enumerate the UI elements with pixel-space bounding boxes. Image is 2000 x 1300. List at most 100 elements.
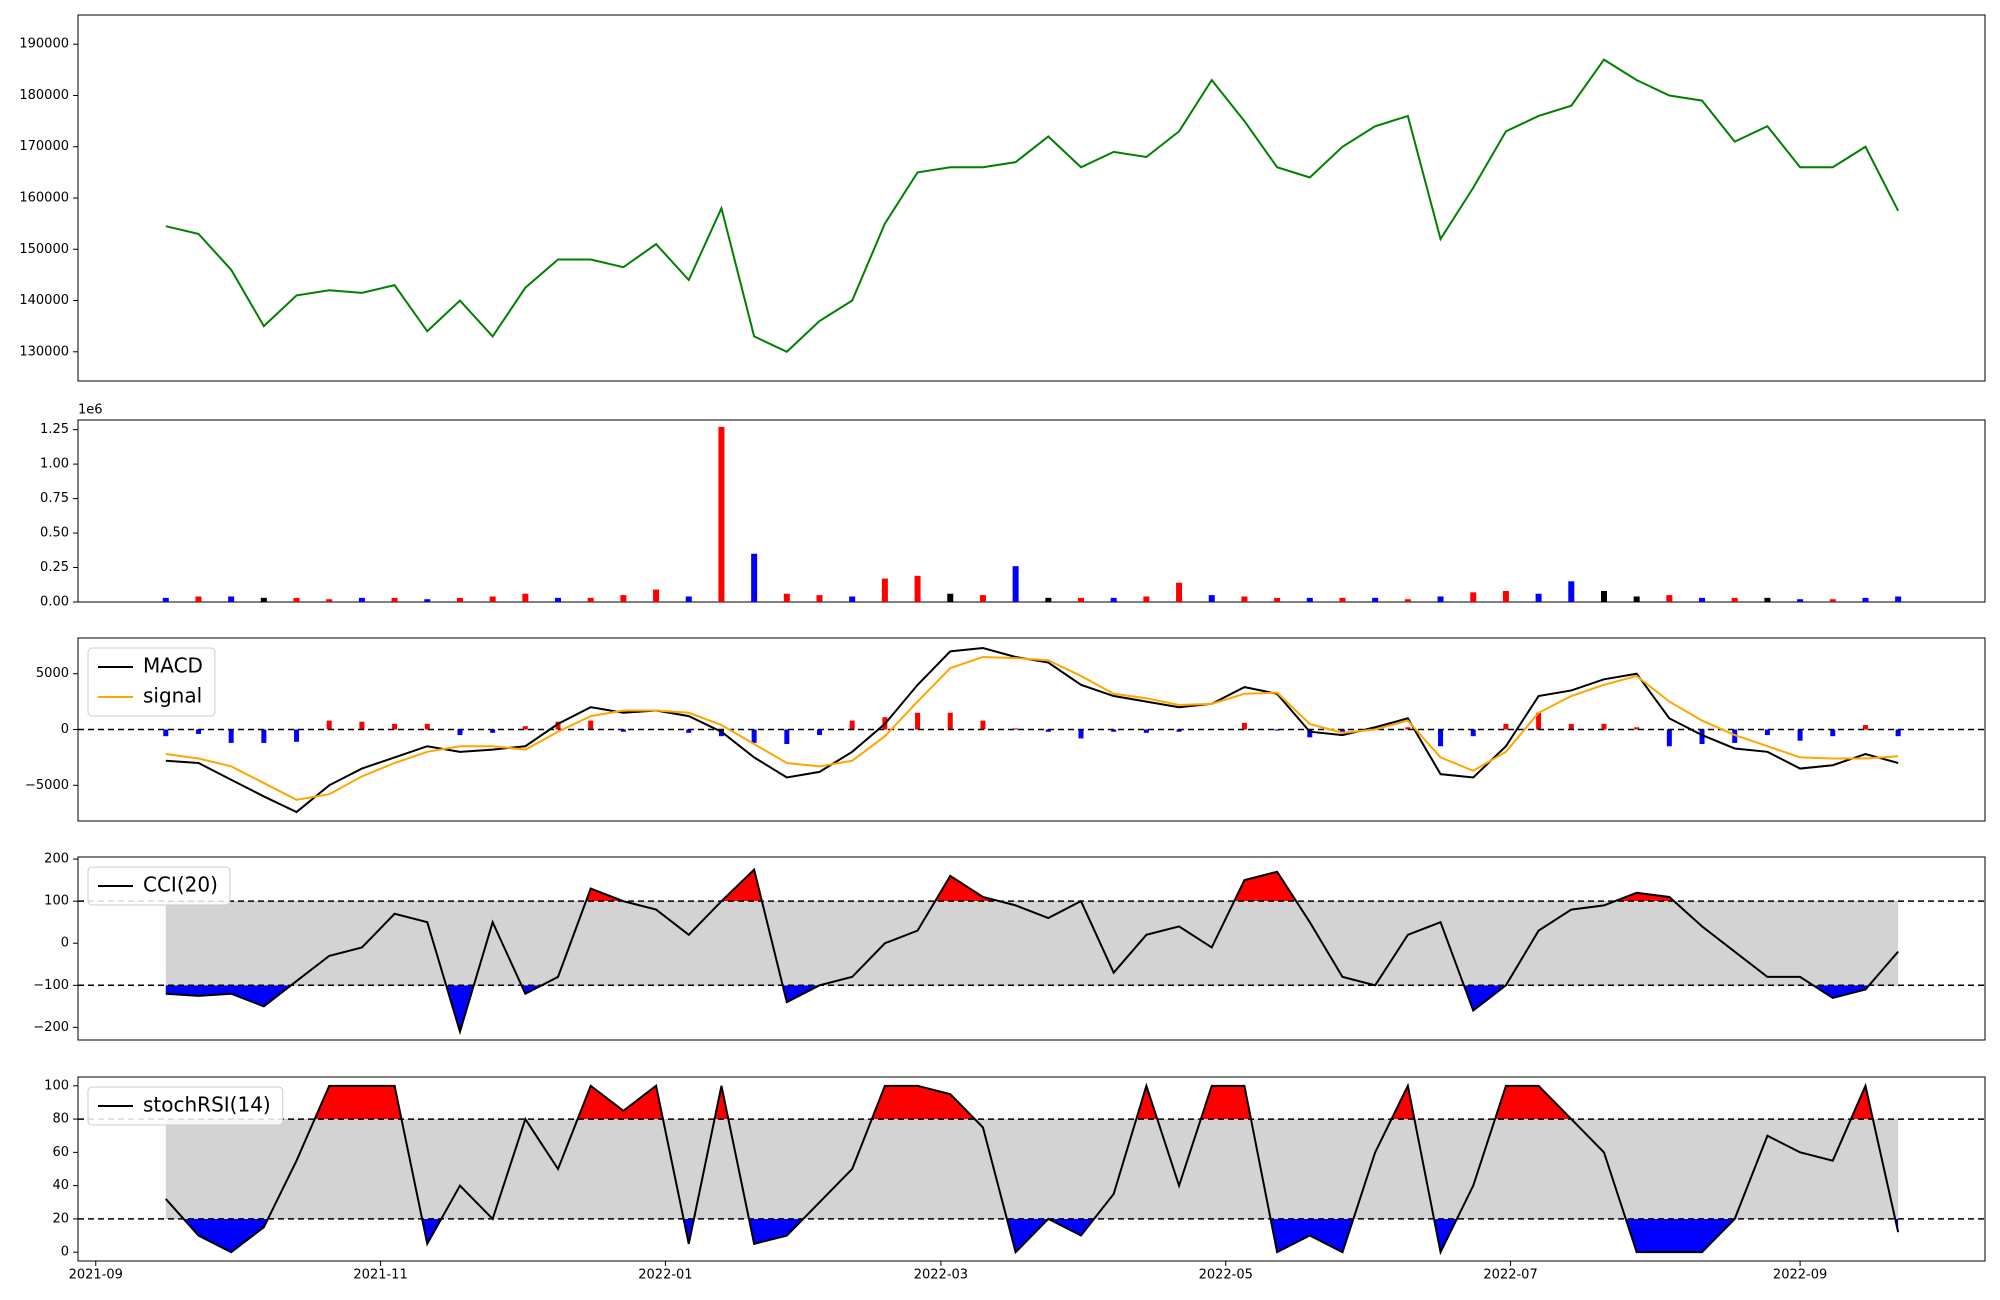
volume-bar <box>1666 595 1673 602</box>
volume-bar <box>1764 597 1771 602</box>
axis-offset-label: 1e6 <box>78 403 103 418</box>
volume-bar <box>783 593 790 602</box>
histogram-bar <box>1307 729 1313 738</box>
histogram-bar <box>1176 729 1182 732</box>
histogram-bar <box>1666 729 1672 747</box>
histogram-bar <box>1405 727 1411 730</box>
y-tick-label: 40 <box>52 1178 69 1193</box>
y-tick-label: 100 <box>44 1078 69 1093</box>
volume-bar <box>1829 599 1836 602</box>
volume-bar <box>1535 593 1542 602</box>
overbought-fill <box>165 869 1899 902</box>
volume-bar <box>1208 595 1215 602</box>
histogram-bar <box>784 729 790 745</box>
volume-bar <box>1077 597 1084 602</box>
histogram-bar <box>392 723 398 730</box>
y-tick-label: 0.25 <box>40 560 69 575</box>
histogram-bar <box>1078 729 1084 739</box>
y-tick-label: 140000 <box>19 293 69 308</box>
histogram-bar <box>1470 729 1476 737</box>
volume-bar <box>1306 597 1313 602</box>
volume-bar <box>1404 599 1411 602</box>
histogram-bar <box>294 729 300 742</box>
histogram-bar <box>849 720 855 730</box>
volume-bar <box>685 596 692 602</box>
volume-bar <box>162 597 169 602</box>
volume-bar <box>718 426 725 602</box>
y-tick-label: 190000 <box>19 37 69 52</box>
y-tick-label: 170000 <box>19 139 69 154</box>
histogram-bar <box>163 729 169 737</box>
neutral-band <box>165 901 1899 986</box>
x-tick-label: 2022-01 <box>638 1268 692 1283</box>
histogram-bar <box>1830 729 1836 737</box>
histogram-bar <box>1438 729 1444 747</box>
volume-bar <box>849 596 856 602</box>
histogram-bar <box>980 720 986 730</box>
histogram-bar <box>1568 723 1574 730</box>
volume-bar <box>653 589 660 602</box>
x-tick-label: 2021-09 <box>69 1268 123 1283</box>
histogram-bar <box>1862 725 1868 730</box>
histogram-bar <box>751 729 757 743</box>
volume-bar <box>260 597 267 602</box>
y-tick-label: 0.00 <box>40 595 69 610</box>
volume-bar <box>1633 596 1640 602</box>
histogram-bar <box>1601 723 1607 730</box>
histogram-bar <box>588 720 594 730</box>
neutral-band <box>165 1119 1899 1219</box>
series-line <box>165 1082 1900 1256</box>
legend-label: signal <box>143 684 202 708</box>
y-tick-label: −200 <box>33 1020 69 1035</box>
volume-bar <box>1731 597 1738 602</box>
histogram-bar <box>947 712 953 730</box>
volume-bar <box>1372 597 1379 602</box>
volume-bar <box>1143 596 1150 602</box>
y-tick-label: 0 <box>61 722 69 737</box>
volume-bar <box>489 596 496 602</box>
volume-bar <box>424 599 431 602</box>
volume-bar <box>1568 581 1575 602</box>
y-tick-label: 60 <box>52 1145 69 1160</box>
legend-box <box>87 1086 284 1126</box>
y-tick-label: 0.75 <box>40 491 69 506</box>
histogram-bar <box>1503 723 1509 730</box>
volume-bar <box>1797 599 1804 602</box>
histogram-bar <box>490 729 496 733</box>
histogram-bar <box>1895 729 1901 737</box>
price-line <box>165 58 1900 353</box>
histogram-bar <box>228 729 234 743</box>
histogram-bar <box>555 721 561 730</box>
y-tick-label: 5000 <box>36 666 69 681</box>
histogram-bar <box>1274 729 1280 731</box>
histogram-bar <box>1536 712 1542 730</box>
volume-bar <box>326 599 333 602</box>
histogram-bar <box>1732 729 1738 743</box>
volume-bar <box>1600 590 1607 602</box>
volume-bar <box>228 596 235 602</box>
y-tick-label: 100 <box>44 894 69 909</box>
histogram-bar <box>1764 729 1770 736</box>
panel-frame <box>77 856 1986 1041</box>
volume-bar <box>358 597 365 602</box>
y-tick-label: 20 <box>52 1211 69 1226</box>
series-line <box>165 867 1899 1036</box>
volume-bar <box>1862 597 1869 602</box>
y-tick-label: 150000 <box>19 242 69 257</box>
histogram-bar <box>1013 728 1019 730</box>
volume-bar <box>620 595 627 602</box>
y-tick-label: 0 <box>61 936 69 951</box>
volume-bar <box>1895 596 1902 602</box>
volume-bar <box>195 596 202 602</box>
histogram-bar <box>522 726 528 730</box>
panel-frame <box>77 419 1986 603</box>
volume-bar <box>914 575 921 602</box>
volume-bar <box>1699 597 1706 602</box>
histogram-bar <box>1634 727 1640 730</box>
histogram-bar <box>817 729 823 736</box>
legend-label: stochRSI(14) <box>143 1093 271 1117</box>
histogram-bar <box>1339 729 1345 732</box>
series-line <box>165 655 1899 801</box>
y-tick-label: 130000 <box>19 344 69 359</box>
